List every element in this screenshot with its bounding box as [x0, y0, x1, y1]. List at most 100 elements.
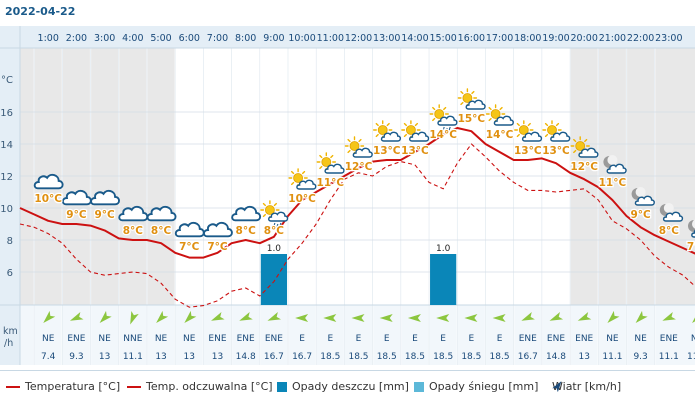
icon-layer [33, 88, 695, 326]
cloud-icon [174, 221, 205, 238]
wind-speed-label: 16.7 [264, 352, 284, 362]
rain-bar [430, 254, 457, 305]
wind-speed-label: 18.5 [461, 352, 481, 362]
legend-label: Wiatr [km/h] [552, 380, 622, 393]
legend-item: Opady deszczu [mm] [277, 380, 409, 393]
wind-speed-label: 11.1 [123, 352, 143, 362]
hour-label: 16:00 [458, 33, 485, 44]
wind-direction-label: ENE [660, 334, 678, 344]
wind-speed-label: 18.5 [433, 352, 453, 362]
temp-label: 15°C [458, 113, 486, 125]
temp-label: 8°C [236, 225, 257, 237]
wind-speed-label: 11.1 [659, 352, 679, 362]
wind-speed-label: 13 [578, 352, 589, 362]
wind-speed-label: 14.8 [236, 352, 256, 362]
y-tick-label: 16 [0, 108, 13, 119]
hour-label: 20:00 [571, 33, 598, 44]
hour-label: 14:00 [401, 33, 428, 44]
temp-label: 8°C [659, 225, 680, 237]
wind-speed-label: 16.7 [518, 352, 538, 362]
sun-cloud-icon [542, 120, 571, 142]
temp-label: 12°C [345, 161, 373, 173]
hour-header-band [0, 26, 695, 48]
temp-label: 13°C [514, 145, 542, 157]
legend-item: Temperatura [°C] [6, 380, 120, 393]
wind-direction-label: ENE [208, 334, 226, 344]
hour-label: 17:00 [486, 33, 513, 44]
wind-speed-label: 18.5 [320, 352, 340, 362]
wind-speed-label: 7.4 [41, 352, 56, 362]
wind-direction-label: ENE [67, 334, 85, 344]
hour-label: 4:00 [122, 33, 143, 44]
rain-bar-label: 1.0 [267, 244, 282, 254]
wind-direction-label: E [356, 334, 362, 344]
temp-label: 10°C [34, 193, 62, 205]
wind-direction-label: NE [155, 334, 168, 344]
wind-speed-label: 13 [212, 352, 223, 362]
sun-cloud-icon [401, 120, 430, 142]
temp-label: 8°C [151, 225, 172, 237]
wind-direction-label: E [384, 334, 390, 344]
sun-cloud-rain-icon [260, 200, 289, 228]
wind-speed-label: 18.5 [490, 352, 510, 362]
wind-direction-label: E [412, 334, 418, 344]
axis-column [0, 48, 20, 365]
hour-label: 6:00 [179, 33, 200, 44]
legend-label: Opady śniegu [mm] [429, 380, 539, 393]
wind-direction-label: E [327, 334, 333, 344]
cloud-icon [231, 205, 262, 222]
wind-speed-label: 13 [184, 352, 195, 362]
text-layer: 6 8 10 12 14 16 °C 1:00 2:00 3:00 4:00 5:00 6:00 7:00… [0, 33, 695, 362]
y-tick-label: 14 [0, 140, 13, 151]
chart-date: 2022-04-22 [5, 5, 76, 18]
sun-cloud-icon [344, 136, 373, 158]
wind-direction-label: NNE [123, 334, 142, 344]
wind-speed-label: 16.7 [292, 352, 312, 362]
temp-label: 7°C [207, 241, 228, 253]
legend-line-swatch [127, 385, 141, 388]
hour-label: 19:00 [542, 33, 569, 44]
rain-bar-label: 1.0 [436, 244, 451, 254]
hour-label: 1:00 [38, 33, 59, 44]
wind-direction-label: ENE [237, 334, 255, 344]
temp-label: 9°C [630, 209, 651, 221]
line-layer [19, 127, 695, 308]
rain-bar [260, 254, 287, 305]
wind-direction-label: ENE [575, 334, 593, 344]
y-unit-label: °C [1, 75, 13, 86]
temp-label: 11°C [599, 177, 627, 189]
wind-speed-label: 11.1 [602, 352, 622, 362]
legend-item: Temp. odczuwalna [°C] [127, 380, 273, 393]
sun-cloud-icon [457, 88, 486, 110]
wind-speed-label: 18.5 [348, 352, 368, 362]
wind-direction-label: NE [606, 334, 619, 344]
sun-cloud-rain-icon [429, 104, 458, 132]
hour-label: 9:00 [263, 33, 284, 44]
hour-label: 21:00 [599, 33, 626, 44]
y-tick-label: 6 [7, 268, 13, 279]
hour-label: 12:00 [345, 33, 372, 44]
hour-label: 11:00 [317, 33, 344, 44]
temp-label: 10°C [288, 193, 316, 205]
feels-like-line [19, 143, 695, 308]
temp-label: 13°C [401, 145, 429, 157]
wind-speed-label: 9.3 [633, 352, 647, 362]
hour-label: 18:00 [514, 33, 541, 44]
hour-label: 8:00 [235, 33, 256, 44]
temp-label: 9°C [94, 209, 115, 221]
wind-direction-label: E [469, 334, 475, 344]
cloud-icon [203, 221, 233, 238]
hour-label: 7:00 [207, 33, 228, 44]
temp-label: 14°C [486, 129, 514, 141]
legend-item: Wiatr [km/h] [552, 380, 621, 393]
wind-direction-label: ENE [547, 334, 565, 344]
wind-speed-label: 11.1 [687, 352, 695, 362]
legend-label: Temp. odczuwalna [°C] [146, 380, 273, 393]
temp-label: 13°C [373, 145, 401, 157]
wind-speed-label: 18.5 [405, 352, 425, 362]
temperature-line [19, 127, 695, 259]
chart-legend: Temperatura [°C] Temp. odczuwalna [°C] Opa… [0, 370, 695, 399]
chart-svg: 6 8 10 12 14 16 °C 1:00 2:00 3:00 4:00 5:00 6:00 7:00… [0, 26, 695, 365]
temp-label: 8°C [123, 225, 144, 237]
